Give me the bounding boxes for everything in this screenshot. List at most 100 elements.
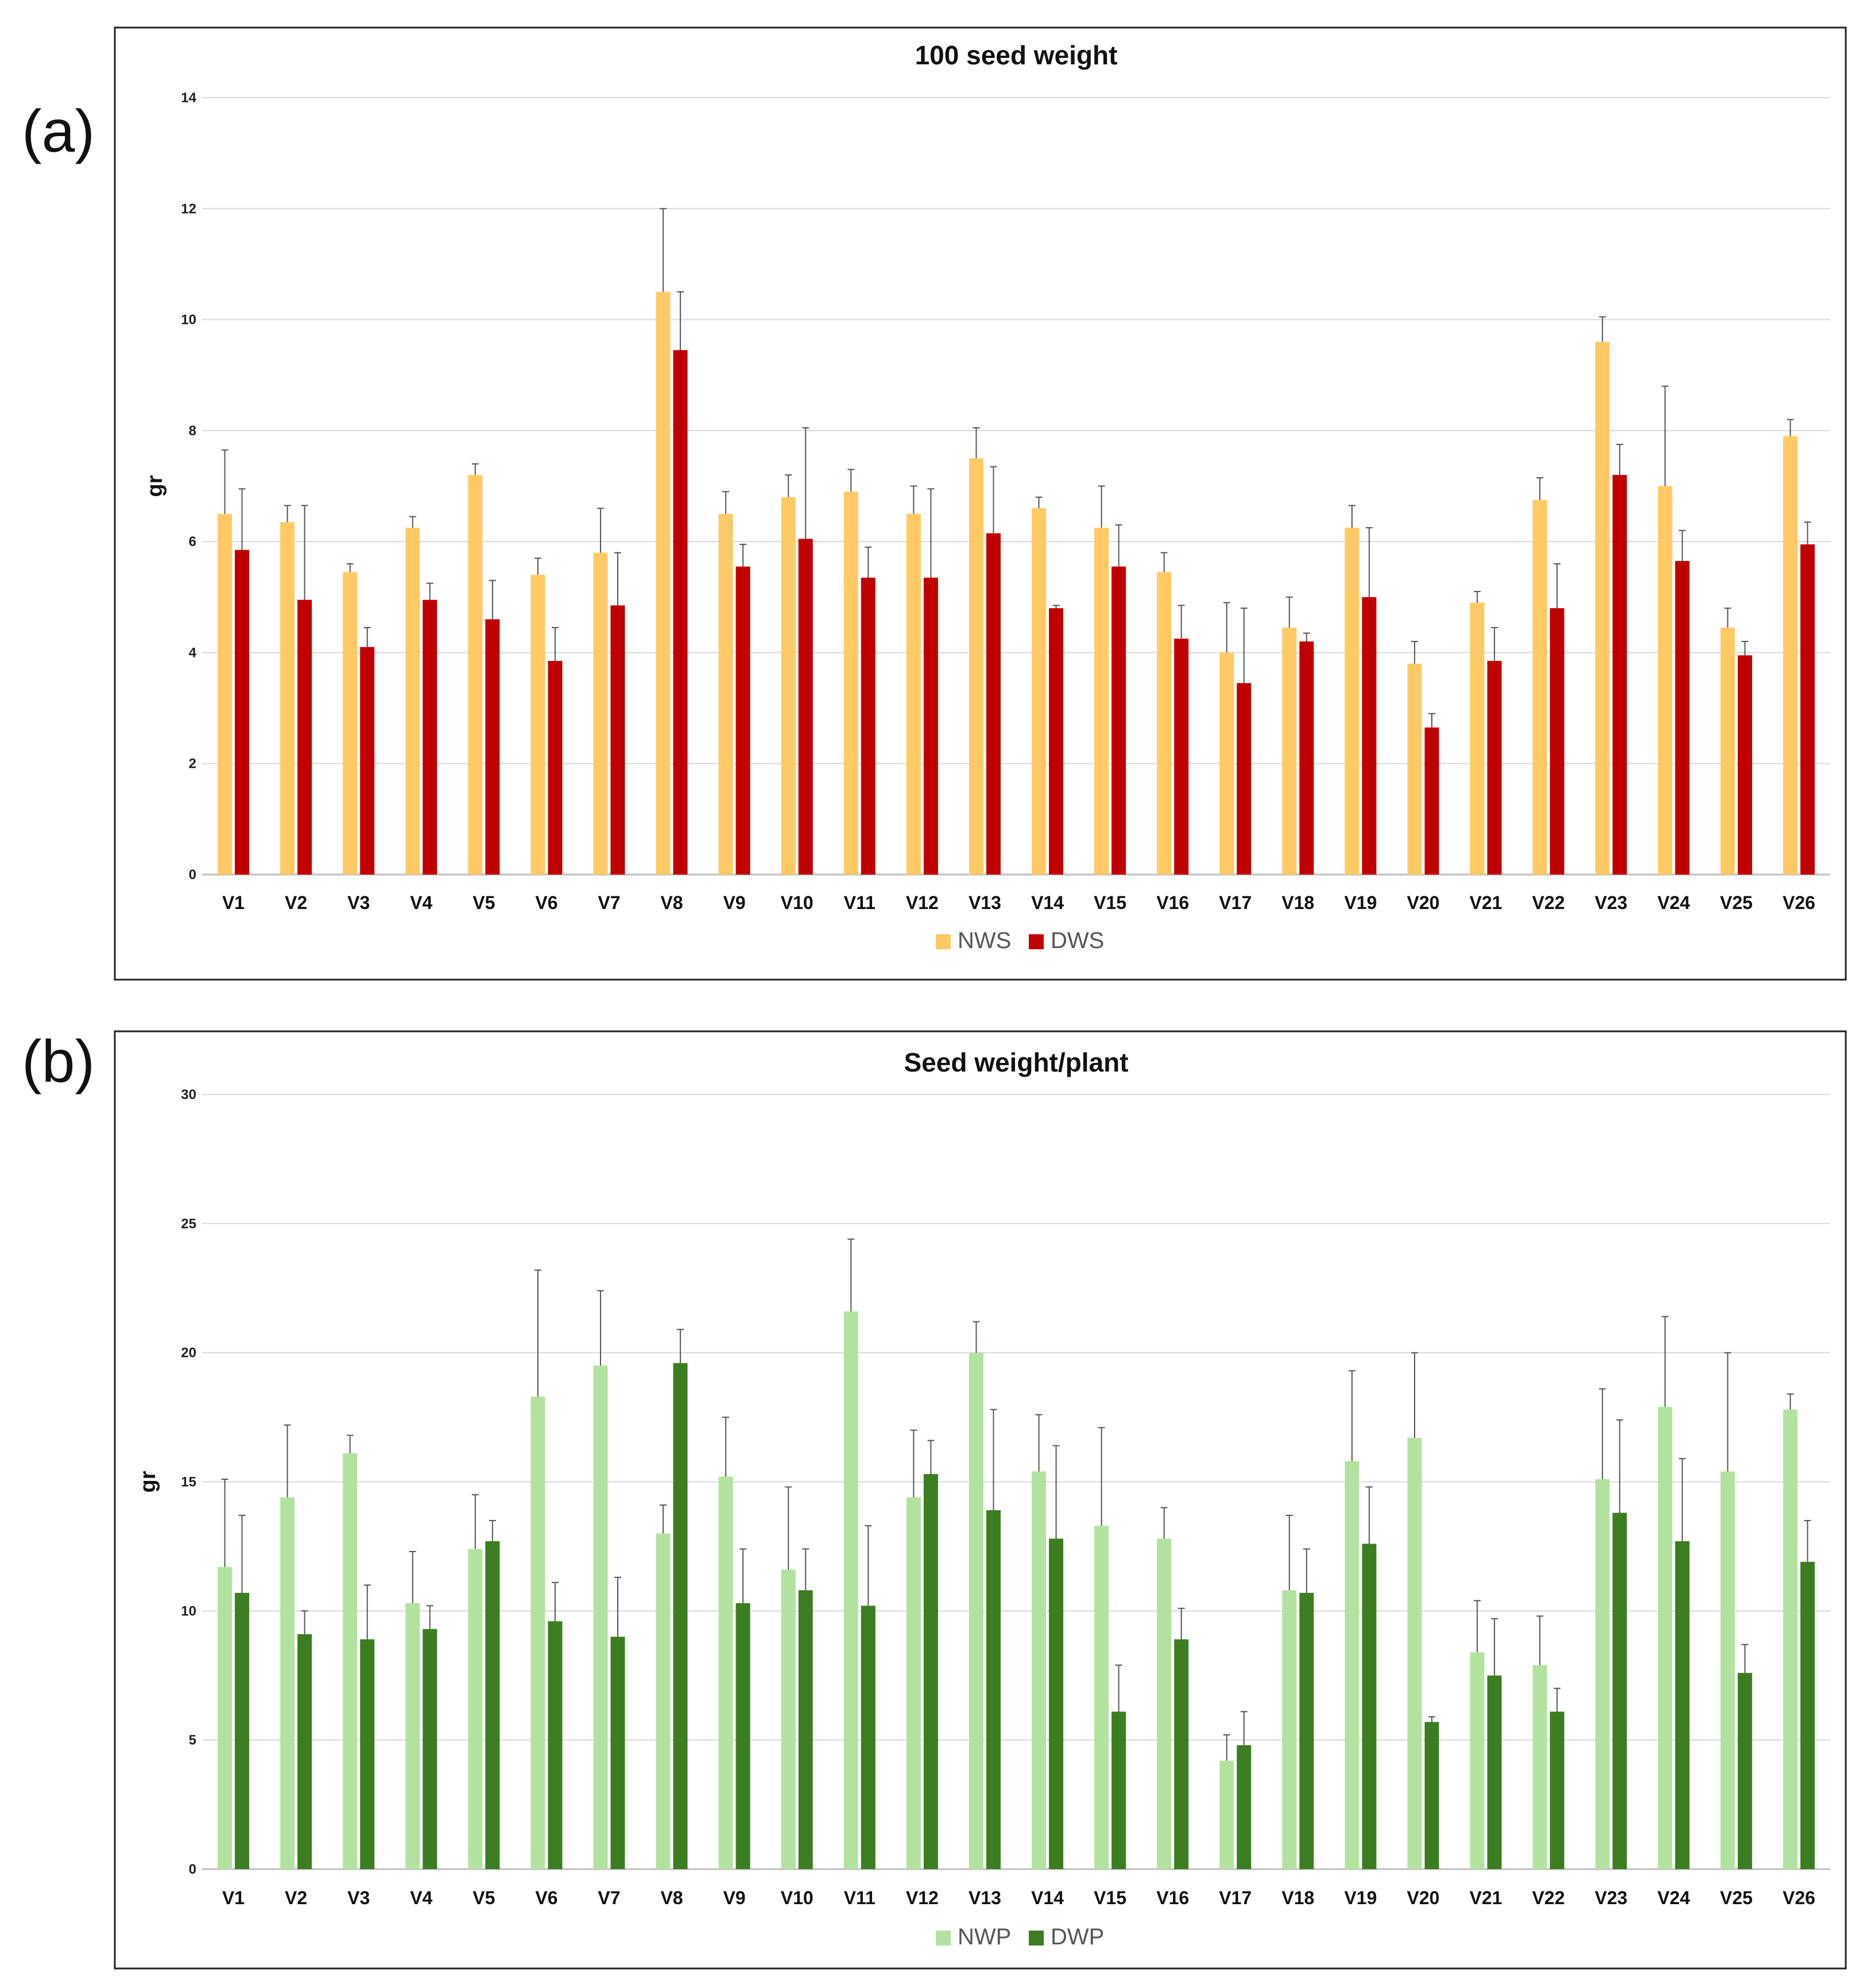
bar-dws-v2	[297, 600, 312, 875]
bar-dws-v10	[798, 539, 813, 875]
x-tick-label: V22	[1532, 892, 1565, 913]
bar-dws-v18	[1299, 641, 1314, 875]
bar-nwp-v24	[1657, 1407, 1672, 1869]
x-tick-label: V2	[285, 892, 307, 913]
chart-title: Seed weight/plant	[904, 1047, 1128, 1077]
bar-nwp-v2	[280, 1497, 295, 1869]
bar-dwp-v11	[861, 1606, 876, 1869]
x-tick-label: V6	[535, 892, 557, 913]
bar-dws-v12	[923, 577, 938, 875]
bar-nws-v26	[1783, 436, 1798, 875]
bar-dwp-v8	[673, 1363, 688, 1869]
bar-dws-v7	[610, 605, 625, 875]
bar-nwp-v10	[781, 1569, 796, 1869]
x-tick-label: V7	[598, 892, 620, 913]
bar-dwp-v10	[798, 1590, 813, 1869]
bar-nwp-v13	[969, 1352, 983, 1869]
bar-dwp-v4	[423, 1629, 437, 1869]
bar-nws-v14	[1032, 508, 1047, 875]
x-tick-label: V16	[1156, 1888, 1189, 1908]
x-tick-label: V22	[1532, 1888, 1565, 1908]
bar-nws-v1	[218, 513, 233, 875]
bar-dws-v24	[1675, 560, 1690, 875]
bar-nwp-v4	[405, 1603, 420, 1869]
bar-nws-v4	[405, 527, 420, 875]
legend: NWS DWS	[936, 928, 1104, 953]
bar-dwp-v23	[1612, 1513, 1627, 1869]
x-tick-label: V1	[222, 1888, 245, 1908]
bar-dwp-v16	[1174, 1639, 1189, 1869]
chart-title: 100 seed weight	[915, 40, 1118, 70]
x-tick-label: V13	[969, 1888, 1001, 1908]
bar-nws-v17	[1219, 652, 1234, 875]
y-tick-label: 2	[189, 756, 196, 772]
x-tick-label: V6	[535, 1888, 557, 1908]
legend-swatch-dws	[1029, 934, 1044, 949]
bar-nws-v5	[468, 475, 483, 875]
bar-nws-v6	[530, 575, 545, 875]
x-tick-label: V8	[661, 1888, 683, 1908]
legend-swatch-nws	[936, 934, 951, 949]
bar-nwp-v21	[1470, 1652, 1485, 1869]
bar-nws-v3	[343, 572, 358, 875]
bar-nwp-v8	[656, 1533, 671, 1869]
x-tick-label: V4	[410, 892, 432, 913]
bar-dws-v14	[1049, 608, 1064, 875]
bar-dwp-v20	[1424, 1722, 1439, 1869]
bar-nws-v25	[1720, 627, 1735, 875]
bar-dws-v6	[548, 660, 563, 875]
bar-nws-v9	[718, 513, 733, 875]
bar-dwp-v1	[235, 1592, 250, 1869]
bar-dws-v19	[1362, 597, 1377, 875]
bar-nws-v24	[1657, 486, 1672, 875]
bar-dws-v16	[1174, 639, 1189, 875]
bar-dwp-v7	[610, 1637, 625, 1869]
bar-dws-v11	[861, 577, 876, 875]
bar-dwp-v19	[1362, 1544, 1377, 1869]
bar-nws-v16	[1157, 572, 1172, 875]
x-tick-label: V13	[969, 892, 1001, 913]
bar-nwp-v26	[1783, 1409, 1798, 1869]
bar-nwp-v15	[1094, 1525, 1109, 1869]
bar-dws-v15	[1111, 566, 1126, 875]
bar-nws-v10	[781, 497, 796, 875]
legend-label-nwp: NWP	[958, 1924, 1011, 1950]
legend-label-nws: NWS	[958, 928, 1011, 953]
x-tick-label: V8	[661, 892, 683, 913]
bar-nws-v13	[969, 458, 983, 875]
y-tick-label: 25	[181, 1216, 196, 1232]
bar-dws-v20	[1424, 727, 1439, 875]
chart-1: 100 seed weight 0 2 4 6 8 10 12 14 gr V1 V2 V3 V4 V5 V6…	[114, 26, 1847, 981]
x-tick-label: V15	[1094, 892, 1126, 913]
x-tick-label: V16	[1156, 892, 1189, 913]
x-tick-label: V12	[906, 1888, 939, 1908]
bar-dws-v8	[673, 350, 688, 875]
bar-nwp-v25	[1720, 1471, 1735, 1869]
bar-nwp-v3	[343, 1453, 358, 1869]
y-axis-label: gr	[136, 1471, 160, 1492]
y-tick-label: 0	[189, 1862, 196, 1877]
x-tick-label: V2	[285, 1888, 307, 1908]
x-tick-label: V25	[1720, 1888, 1753, 1908]
y-tick-label: 8	[189, 423, 196, 439]
bar-nwp-v11	[843, 1311, 858, 1869]
bar-nws-v12	[906, 513, 921, 875]
x-tick-label: V19	[1344, 892, 1377, 913]
x-tick-label: V5	[472, 1888, 495, 1908]
x-tick-label: V19	[1344, 1888, 1377, 1908]
y-tick-label: 6	[189, 534, 196, 550]
bar-dws-v26	[1800, 544, 1815, 875]
x-tick-label: V3	[347, 892, 370, 913]
bar-dwp-v25	[1737, 1673, 1752, 1869]
bar-dws-v3	[360, 647, 375, 875]
bar-nwp-v14	[1032, 1471, 1047, 1869]
bar-dws-v22	[1550, 608, 1564, 875]
x-tick-label: V20	[1407, 1888, 1440, 1908]
x-tick-label: V10	[781, 892, 814, 913]
x-tick-label: V17	[1219, 892, 1252, 913]
chart-2: Seed weight/plant 0 5 10 15 20 25 30 gr V1 V2 V3 V4 V…	[114, 1030, 1847, 1970]
y-tick-label: 12	[181, 201, 196, 216]
x-tick-label: V7	[598, 1888, 620, 1908]
legend-swatch-dwp	[1029, 1931, 1044, 1946]
